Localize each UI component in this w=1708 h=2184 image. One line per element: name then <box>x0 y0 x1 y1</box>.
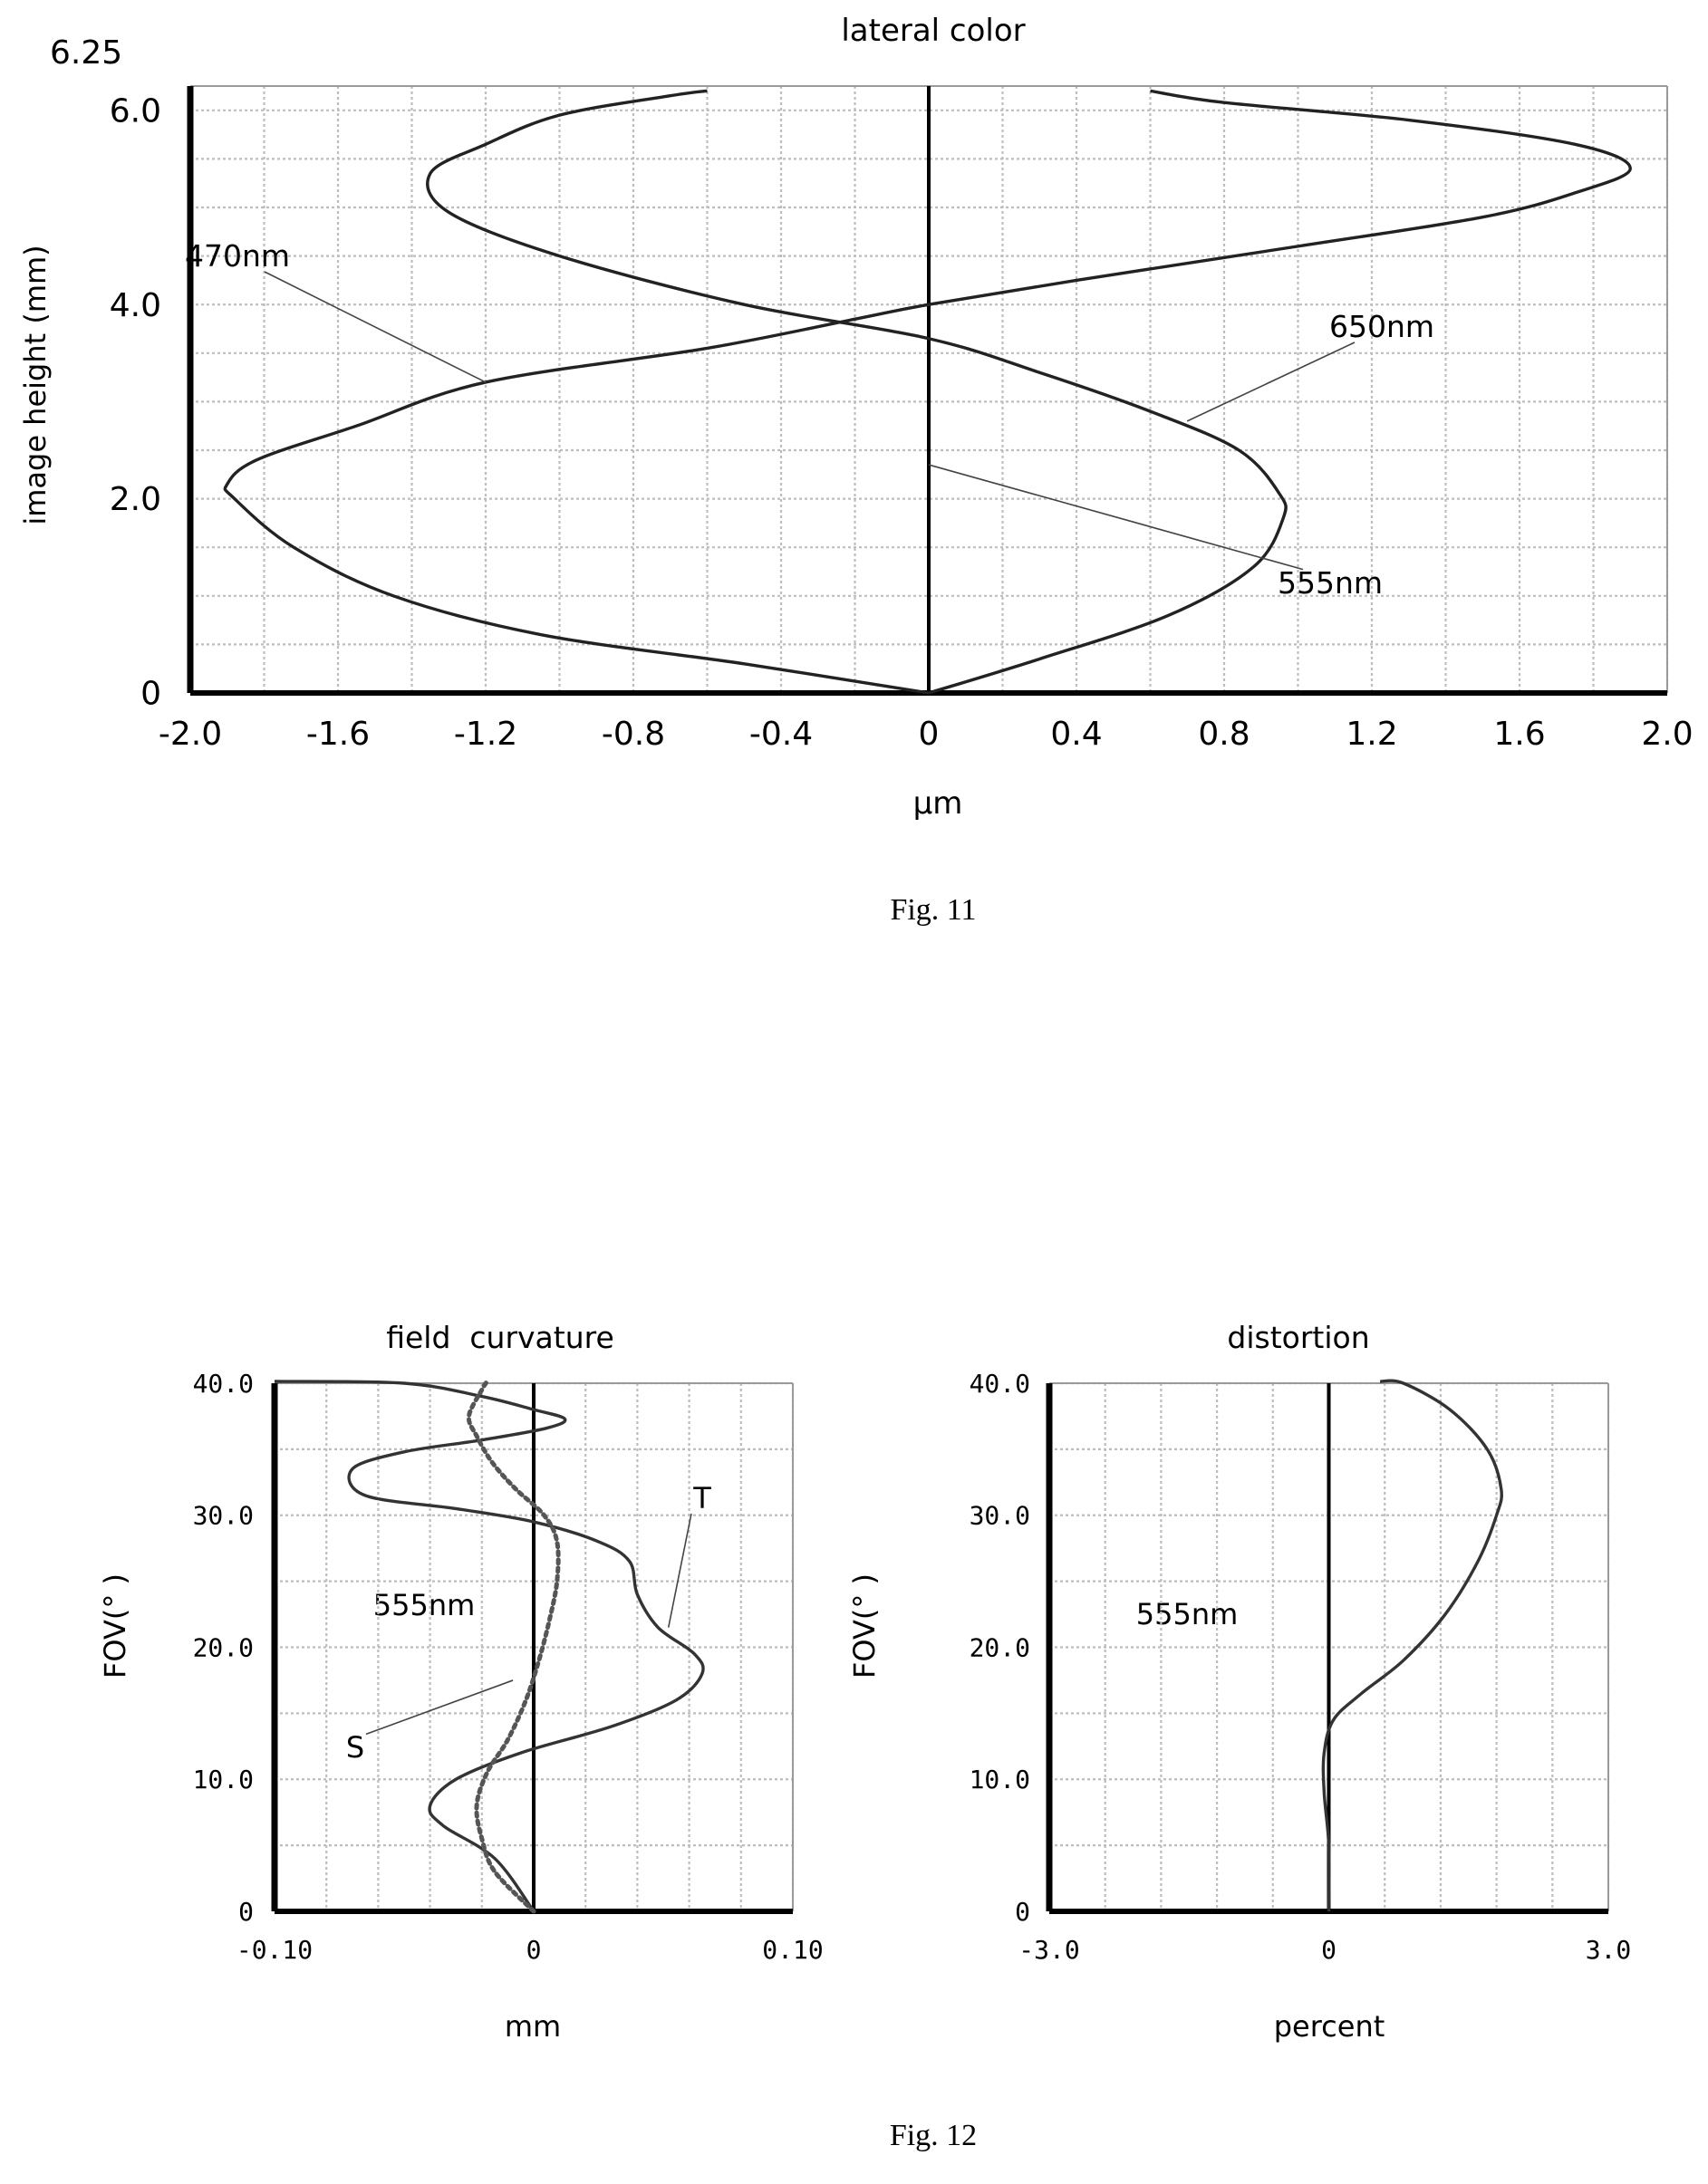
y-axis-label: image height (mm) <box>18 245 53 524</box>
y-axis-label: FOV(° ) <box>847 1573 882 1679</box>
x-tick-label: -3.0 <box>1018 1935 1079 1965</box>
y-max-label: 6.25 <box>50 34 122 72</box>
y-tick-label: 2.0 <box>110 481 161 518</box>
series-650nm-line <box>426 89 1288 695</box>
plot-area: -0.10 0 0.10 0 10.0 20.0 30.0 40.0 T S <box>193 1369 824 1965</box>
annotation-label: 650nm <box>1329 309 1434 344</box>
chart-title: lateral color <box>841 13 1025 49</box>
series-470nm-line <box>223 89 1632 695</box>
plot-area: -2.0 -1.6 -1.2 -0.8 -0.4 0 0.4 0.8 1.2 1.6 2.0 0 2.0… <box>110 85 1694 753</box>
x-tick-label: 0 <box>526 1935 542 1965</box>
x-tick-label: -1.6 <box>306 716 370 753</box>
x-tick-label: -1.2 <box>454 716 517 753</box>
x-tick-label: -0.8 <box>602 716 665 753</box>
distortion-chart: distortion FOV(° ) percent 555nm -3.0 0 3.… <box>847 1320 1631 2044</box>
y-tick-label: 10.0 <box>970 1765 1030 1794</box>
annotation-leader-line <box>928 464 1304 571</box>
chart-title: distortion <box>1227 1320 1369 1355</box>
y-tick-label: 6.0 <box>110 92 161 130</box>
annotation-label: 555nm <box>1278 565 1383 601</box>
lateral-color-chart: lateral color 6.25 image height (mm) μm … <box>18 13 1694 822</box>
x-tick-label: 0.8 <box>1198 716 1250 753</box>
x-tick-label: 1.2 <box>1346 716 1397 753</box>
x-tick-label: 2.0 <box>1641 716 1693 753</box>
y-tick-label: 0 <box>140 676 161 713</box>
y-tick-label: 0 <box>1015 1897 1030 1927</box>
y-tick-label: 20.0 <box>193 1632 254 1662</box>
annotation-leader-line <box>1186 342 1356 422</box>
x-tick-label: -0.4 <box>749 716 813 753</box>
annotation-label: S <box>346 1730 364 1765</box>
y-axis-label: FOV(° ) <box>98 1573 132 1679</box>
series-555nm-line <box>1321 1379 1503 1912</box>
x-axis-label: percent <box>1274 2009 1385 2044</box>
y-tick-label: 40.0 <box>193 1369 254 1399</box>
annotation-leader-line <box>264 271 487 383</box>
y-tick-label: 40.0 <box>970 1369 1030 1399</box>
y-tick-label: 30.0 <box>970 1501 1030 1531</box>
x-tick-label: 0 <box>919 716 940 753</box>
wavelength-label: 555nm <box>1136 1597 1239 1631</box>
y-tick-label: 20.0 <box>970 1632 1030 1662</box>
series-t-line <box>274 1380 705 1913</box>
x-tick-label: -2.0 <box>159 716 222 753</box>
x-tick-label: 0.10 <box>762 1935 823 1965</box>
y-tick-label: 30.0 <box>193 1501 254 1531</box>
grid <box>188 86 1669 695</box>
y-tick-label: 10.0 <box>193 1765 254 1794</box>
x-tick-label: 3.0 <box>1586 1935 1632 1965</box>
annotation-label: T <box>692 1481 711 1515</box>
x-tick-label: 0 <box>1321 1935 1336 1965</box>
x-axis-label: μm <box>913 785 963 822</box>
x-tick-label: 0.4 <box>1050 716 1102 753</box>
x-axis-label: mm <box>505 2009 561 2044</box>
x-tick-label: 1.6 <box>1493 716 1545 753</box>
annotation-leader-line <box>365 1679 514 1736</box>
figure-caption-11: Fig. 11 <box>890 893 976 927</box>
y-tick-label: 0 <box>238 1897 254 1927</box>
y-tick-label: 4.0 <box>110 287 161 324</box>
annotation-label: 470nm <box>185 238 290 274</box>
plot-area: -3.0 0 3.0 0 10.0 20.0 30.0 40.0 <box>970 1369 1632 1965</box>
wavelength-label: 555nm <box>373 1588 476 1622</box>
series-s-line <box>466 1379 561 1914</box>
x-tick-label: -0.10 <box>236 1935 313 1965</box>
field-curvature-chart: field curvature FOV(° ) mm 555nm -0.10 0 0… <box>98 1320 824 2044</box>
chart-title: field curvature <box>386 1320 614 1355</box>
annotation-leader-line <box>667 1513 692 1628</box>
figure-caption-12: Fig. 12 <box>890 2119 977 2152</box>
